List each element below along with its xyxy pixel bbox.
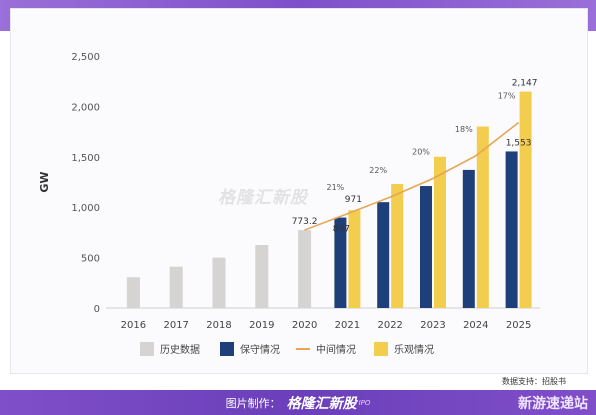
bar-historical [212, 257, 226, 308]
data-label: 897 [333, 225, 350, 235]
data-label: 773.2 [292, 217, 318, 227]
x-tick-label: 2022 [377, 320, 402, 331]
x-tick-label: 2023 [420, 320, 445, 331]
y-tick-label: 0 [94, 304, 100, 315]
growth-rate-label: 21% [327, 183, 345, 192]
bar-conservative [505, 151, 518, 308]
x-tick-label: 2025 [506, 320, 531, 331]
data-label: 2,147 [512, 79, 538, 89]
growth-rate-label: 18% [455, 125, 473, 134]
x-tick-label: 2019 [249, 320, 274, 331]
legend-label: 乐观情况 [394, 343, 434, 356]
data-label: 971 [345, 195, 362, 205]
footer-made-by: 图片制作： [225, 396, 281, 410]
legend-label: 历史数据 [160, 343, 200, 356]
y-tick-label: 500 [81, 254, 100, 265]
chart-panel [10, 8, 588, 374]
legend-label: 保守情况 [240, 343, 280, 356]
bar-historical [298, 230, 312, 308]
growth-rate-label: 17% [498, 92, 516, 101]
line-middle-case [304, 121, 520, 231]
bar-optimistic [391, 184, 404, 308]
x-tick-label: 2018 [206, 320, 231, 331]
x-tick-label: 2017 [163, 320, 188, 331]
corner-logo: 新游速递站 [518, 396, 588, 412]
growth-rate-label: 22% [369, 166, 387, 175]
footer-bar: 图片制作： 格隆汇新股 IPO [0, 390, 596, 415]
y-tick-label: 1,000 [71, 203, 100, 214]
bar-historical [126, 277, 140, 308]
watermark: 格隆汇新股 [218, 188, 308, 208]
bar-optimistic [348, 210, 361, 308]
pv-installation-chart: 0 500 1,000 1,500 2,000 2,500 GW 2016 2017 2018 20… [38, 52, 540, 356]
y-tick-label: 2,500 [71, 52, 100, 63]
legend-label: 中间情况 [316, 343, 356, 356]
legend-swatch [140, 342, 154, 356]
data-label: 1,553 [506, 138, 532, 148]
bar-conservative [462, 169, 475, 308]
bar-optimistic [434, 156, 446, 308]
bar-optimistic [519, 91, 532, 308]
footer-brand-sub: IPO [358, 398, 371, 407]
bar-historical [255, 245, 269, 308]
legend-swatch [220, 342, 234, 356]
footer-brand: 格隆汇新股 [286, 395, 357, 412]
x-tick-label: 2021 [335, 320, 360, 331]
y-tick-label: 1,500 [71, 153, 100, 164]
bar-conservative [420, 186, 432, 308]
x-tick-label: 2016 [121, 320, 146, 331]
y-axis-label: GW [38, 171, 51, 192]
y-tick-label: 2,000 [71, 102, 100, 113]
legend-swatch [374, 342, 388, 356]
bar-optimistic [476, 126, 489, 308]
data-source: 数据支持：招股书 [502, 377, 566, 386]
x-tick-label: 2020 [292, 320, 317, 331]
x-tick-label: 2024 [463, 320, 488, 331]
bar-conservative [334, 217, 347, 308]
bar-conservative [377, 202, 390, 308]
bar-historical [169, 266, 183, 308]
growth-rate-label: 20% [412, 147, 430, 156]
